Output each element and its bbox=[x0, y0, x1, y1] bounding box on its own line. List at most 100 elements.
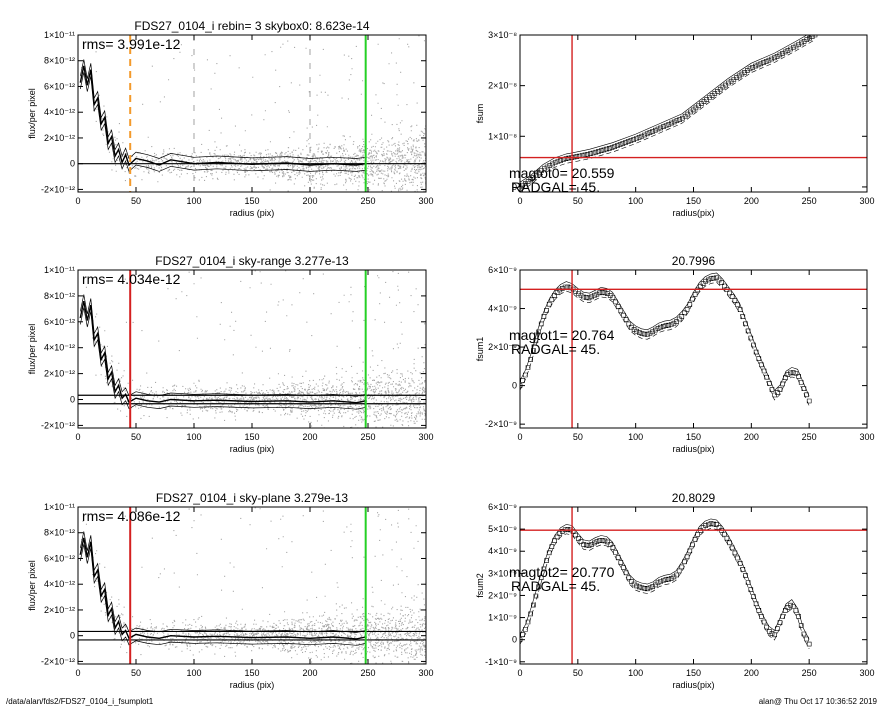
panel-title: FDS27_0104_i rebin= 3 skybox0: 8.623e-14 bbox=[134, 19, 369, 33]
x-tick-label: 100 bbox=[186, 668, 201, 678]
y-tick-label: 2×10⁻⁹ bbox=[488, 590, 517, 600]
x-axis-label: radius(pix) bbox=[672, 444, 714, 454]
profile-line-3 bbox=[79, 307, 366, 410]
y-tick-label: 4×10⁻⁹ bbox=[488, 304, 517, 314]
x-tick-label: 200 bbox=[302, 196, 317, 206]
x-tick-label: 200 bbox=[302, 668, 317, 678]
y-tick-label: 1×10⁻⁹ bbox=[488, 613, 517, 623]
panel-title: 20.8029 bbox=[672, 491, 716, 505]
x-tick-label: 150 bbox=[686, 668, 701, 678]
panel-title: 20.7996 bbox=[672, 254, 716, 268]
x-tick-label: 300 bbox=[859, 432, 874, 442]
x-tick-label: 50 bbox=[573, 196, 583, 206]
panel-title: FDS27_0104_i sky-plane 3.279e-13 bbox=[156, 491, 348, 505]
y-tick-label: 8×10⁻¹² bbox=[44, 528, 75, 538]
y-tick-label: 4×10⁻⁹ bbox=[488, 546, 517, 556]
x-tick-label: 250 bbox=[802, 196, 817, 206]
rms-annotation: rms= 4.086e-12 bbox=[82, 508, 181, 524]
x-tick-label: 100 bbox=[628, 196, 643, 206]
x-tick-label: 250 bbox=[360, 196, 375, 206]
x-tick-label: 0 bbox=[75, 668, 80, 678]
x-tick-label: 0 bbox=[75, 432, 80, 442]
x-tick-label: 300 bbox=[418, 432, 433, 442]
profile-line-3 bbox=[79, 72, 366, 173]
y-axis-label: flux/per pixel bbox=[27, 560, 37, 611]
x-axis-label: radius (pix) bbox=[230, 444, 275, 454]
x-tick-label: 150 bbox=[686, 196, 701, 206]
x-tick-label: 0 bbox=[75, 196, 80, 206]
footer-stamp: alan@ Thu Oct 17 10:36:52 2019 bbox=[758, 697, 877, 706]
x-tick-label: 200 bbox=[744, 196, 759, 206]
radgal-annotation: RADGAL= 45. bbox=[511, 578, 600, 594]
y-tick-label: 6×10⁻¹² bbox=[44, 553, 75, 563]
x-axis-label: radius (pix) bbox=[230, 680, 275, 690]
y-tick-label: 2×10⁻¹² bbox=[44, 133, 75, 143]
y-tick-label: 8×10⁻¹² bbox=[44, 56, 75, 66]
profile-line-2 bbox=[79, 531, 366, 633]
y-tick-label: 3×10⁻⁹ bbox=[488, 568, 517, 578]
x-tick-label: 50 bbox=[131, 432, 141, 442]
plot-area bbox=[520, 35, 867, 192]
envelope-line-2 bbox=[520, 527, 810, 649]
panel-1: rms= 3.991e-12 0 50 100 150 200 250 300 -2×10⁻¹²… bbox=[27, 19, 434, 218]
profile-line-1 bbox=[79, 65, 366, 167]
y-tick-label: 4×10⁻¹² bbox=[44, 579, 75, 589]
x-tick-label: 250 bbox=[802, 432, 817, 442]
panel-title: FDS27_0104_i sky-range 3.277e-13 bbox=[155, 254, 349, 268]
x-tick-label: 0 bbox=[517, 432, 522, 442]
y-tick-label: 2×10⁻¹² bbox=[44, 369, 75, 379]
profile-line-2 bbox=[79, 59, 366, 160]
y-tick-label: 0 bbox=[512, 635, 517, 645]
y-tick-label: 6×10⁻¹² bbox=[44, 317, 75, 327]
y-tick-label: 4×10⁻¹² bbox=[44, 107, 75, 117]
x-tick-label: 250 bbox=[360, 432, 375, 442]
plot-area bbox=[520, 507, 867, 664]
rms-annotation: rms= 4.034e-12 bbox=[82, 271, 181, 287]
envelope-line-1 bbox=[520, 518, 810, 640]
y-tick-label: -2×10⁻¹² bbox=[41, 420, 75, 430]
x-tick-label: 200 bbox=[302, 432, 317, 442]
y-tick-label: 0 bbox=[70, 395, 75, 405]
y-tick-label: 0 bbox=[70, 159, 75, 169]
envelope-line-2 bbox=[520, 282, 810, 406]
y-tick-label: 2×10⁻⁸ bbox=[488, 81, 517, 91]
plot-area bbox=[78, 507, 426, 664]
y-tick-label: 1×10⁻¹¹ bbox=[44, 30, 75, 40]
envelope-line-1 bbox=[520, 272, 810, 397]
x-tick-label: 200 bbox=[744, 668, 759, 678]
y-tick-label: 6×10⁻⁹ bbox=[488, 502, 517, 512]
y-tick-label: -2×10⁻¹² bbox=[41, 184, 75, 194]
scatter-cloud bbox=[79, 507, 426, 664]
y-tick-label: -2×10⁻⁹ bbox=[485, 419, 517, 429]
curve-points bbox=[520, 275, 812, 404]
x-tick-label: 50 bbox=[131, 196, 141, 206]
y-tick-label: 1×10⁻¹¹ bbox=[44, 502, 75, 512]
x-tick-label: 100 bbox=[628, 432, 643, 442]
y-tick-label: 1×10⁻⁸ bbox=[488, 131, 517, 141]
profile-line-3 bbox=[79, 544, 366, 646]
x-tick-label: 0 bbox=[517, 196, 522, 206]
x-tick-label: 50 bbox=[573, 668, 583, 678]
x-tick-label: 50 bbox=[131, 668, 141, 678]
plot-area bbox=[78, 270, 426, 428]
y-tick-label: 6×10⁻¹² bbox=[44, 81, 75, 91]
x-tick-label: 150 bbox=[686, 432, 701, 442]
x-tick-label: 150 bbox=[244, 668, 259, 678]
x-tick-label: 150 bbox=[244, 432, 259, 442]
x-tick-label: 300 bbox=[418, 196, 433, 206]
y-tick-label: 8×10⁻¹² bbox=[44, 291, 75, 301]
y-tick-label: 1×10⁻¹¹ bbox=[44, 265, 75, 275]
y-axis-label: fsum bbox=[475, 104, 485, 124]
y-tick-label: 0 bbox=[512, 381, 517, 391]
panel-3: rms= 4.034e-12 0 50 100 150 200 250 300 -2×10⁻¹²… bbox=[27, 254, 434, 454]
profile-line-1 bbox=[79, 537, 366, 640]
profile-line-1 bbox=[79, 300, 366, 404]
y-tick-label: -2×10⁻¹² bbox=[41, 656, 75, 666]
y-axis-label: flux/per pixel bbox=[27, 88, 37, 139]
x-tick-label: 300 bbox=[418, 668, 433, 678]
y-tick-label: -1×10⁻⁹ bbox=[485, 657, 517, 667]
y-axis-label: flux/per pixel bbox=[27, 324, 37, 375]
